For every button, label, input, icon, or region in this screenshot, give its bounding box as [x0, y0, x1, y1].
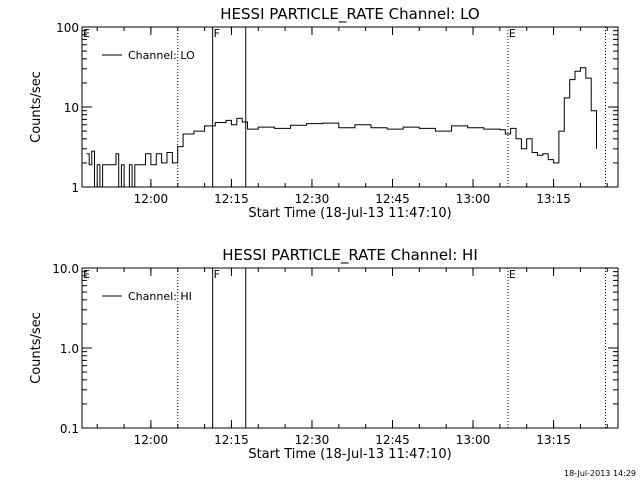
- y-tick-label: 100: [56, 21, 79, 35]
- y-tick-label: 10: [64, 101, 79, 115]
- flag-marker-label: E: [83, 268, 90, 281]
- x-tick-label: 12:00: [134, 192, 169, 206]
- legend-entry: Channel: HI: [128, 290, 192, 303]
- y-axis-label: Counts/sec: [29, 312, 44, 384]
- y-axis-label: Counts/sec: [29, 71, 44, 143]
- x-tick-label: 12:30: [295, 433, 330, 447]
- chart-panel-1: HESSI PARTICLE_RATE Channel: LO E F E 12:00 1…: [29, 5, 619, 221]
- x-tick-label: 13:15: [536, 433, 571, 447]
- flag-marker-label: F: [214, 27, 220, 40]
- y-tick-label: 1: [71, 181, 79, 195]
- x-tick-label: 12:45: [375, 192, 410, 206]
- flag-marker-label: F: [214, 268, 220, 281]
- x-axis-label: Start Time (18-Jul-13 11:47:10): [248, 206, 451, 221]
- flag-marker-label: E: [509, 27, 516, 40]
- x-tick-label: 12:45: [375, 433, 410, 447]
- x-tick-label: 12:30: [295, 192, 330, 206]
- chart-panel-2: HESSI PARTICLE_RATE Channel: HI E F E 12:00 1…: [29, 246, 619, 462]
- chart-title: HESSI PARTICLE_RATE Channel: HI: [222, 246, 478, 265]
- y-tick-label: 10.0: [52, 262, 79, 276]
- x-tick-label: 12:00: [134, 433, 169, 447]
- x-tick-label: 13:00: [456, 433, 491, 447]
- x-tick-label: 13:00: [456, 192, 491, 206]
- x-tick-label: 12:15: [214, 192, 249, 206]
- x-tick-label: 12:15: [214, 433, 249, 447]
- y-tick-label: 1.0: [60, 342, 79, 356]
- x-tick-label: 13:15: [536, 192, 571, 206]
- y-tick-label: 0.1: [60, 422, 79, 436]
- legend-entry: Channel: LO: [128, 49, 195, 62]
- chart-title: HESSI PARTICLE_RATE Channel: LO: [220, 5, 479, 24]
- series-line: [86, 67, 597, 188]
- flag-marker-label: E: [83, 27, 90, 40]
- plot-timestamp: 18-Jul-2013 14:29: [564, 469, 636, 478]
- flag-marker-label: E: [509, 268, 516, 281]
- x-axis-label: Start Time (18-Jul-13 11:47:10): [248, 447, 451, 462]
